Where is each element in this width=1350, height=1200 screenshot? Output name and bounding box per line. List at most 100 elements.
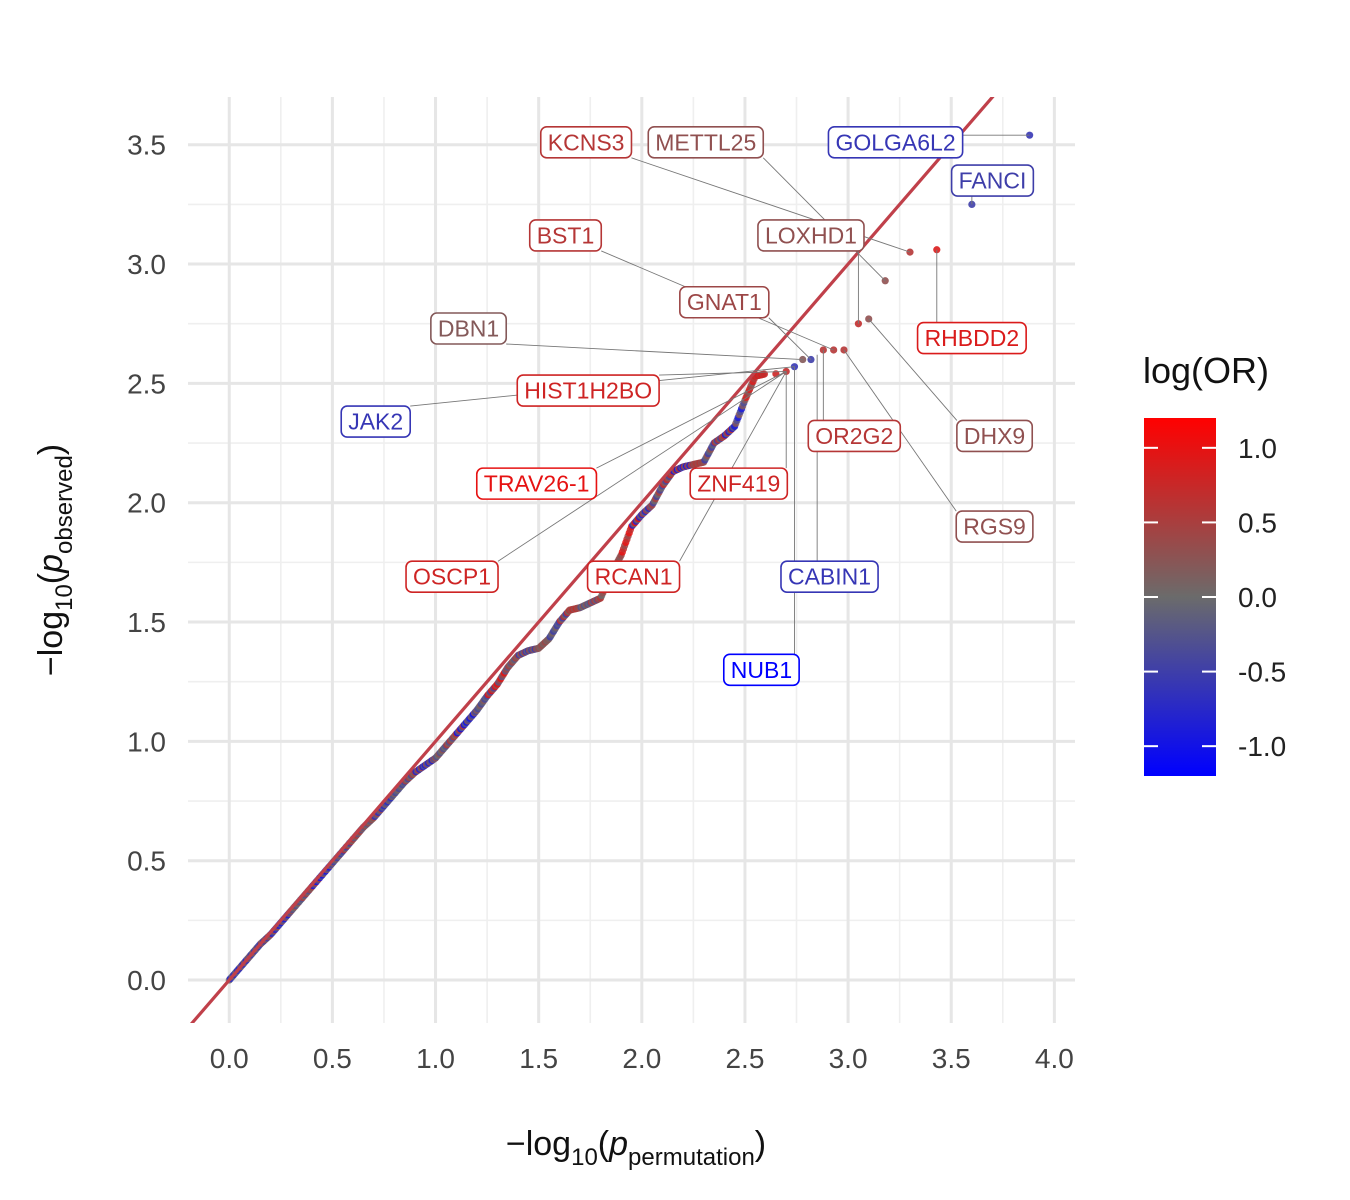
legend-tick-label: 1.0 — [1238, 433, 1277, 464]
reference-line — [190, 97, 995, 1023]
leader-line — [596, 371, 787, 469]
gene-label-box — [475, 467, 598, 500]
y-title-sub1: 10 — [51, 584, 78, 611]
highlighted-point — [906, 248, 914, 256]
gene-label: CABIN1 — [780, 560, 879, 594]
gene-label-box — [539, 126, 633, 159]
x-tick-label: 0.0 — [210, 1043, 249, 1074]
gene-label-text: RGS9 — [963, 514, 1026, 540]
gene-label-text: KCNS3 — [548, 129, 625, 155]
gene-label-text: RCAN1 — [595, 564, 673, 590]
gene-label-box — [340, 405, 412, 438]
gene-label-text: NUB1 — [731, 657, 792, 683]
leader-line — [659, 371, 787, 376]
gene-label-text: GOLGA6L2 — [835, 129, 955, 155]
gene-label: METTL25 — [647, 126, 765, 159]
gene-label-box — [827, 126, 964, 159]
gene-label-box — [950, 164, 1035, 197]
x-title-paren-close: ) — [755, 1125, 766, 1163]
gene-label: RGS9 — [955, 510, 1034, 543]
y-tick-label: 2.0 — [127, 488, 166, 519]
gene-label: LOXHD1 — [757, 219, 865, 252]
y-title-paren-open: ( — [32, 572, 70, 584]
highlighted-point — [799, 355, 807, 364]
gene-label-box — [679, 285, 770, 319]
x-tick-label: 2.0 — [622, 1043, 661, 1074]
y-tick-label: 1.5 — [127, 607, 166, 638]
legend-tick-label: -0.5 — [1238, 657, 1286, 688]
leader-line — [768, 317, 812, 360]
gene-label: BST1 — [528, 219, 603, 252]
gene-label-text: CABIN1 — [788, 564, 871, 590]
x-title-sub1: 10 — [571, 1144, 598, 1171]
gene-label-box — [955, 510, 1034, 543]
gene-label-text: OSCP1 — [413, 564, 491, 590]
y-tick-label: 0.5 — [127, 846, 166, 877]
gene-label-text: GNAT1 — [687, 289, 762, 315]
gene-label-text: METTL25 — [655, 129, 756, 155]
y-tick-label: 2.5 — [127, 368, 166, 399]
highlighted-point — [933, 246, 941, 254]
gene-label: KCNS3 — [539, 126, 633, 159]
gene-label-text: HIST1H2BO — [524, 378, 652, 404]
y-axis-ticks: 0.0 0.5 1.0 1.5 2.0 2.5 3.0 3.5 — [127, 130, 166, 996]
legend-tick-label: -1.0 — [1238, 731, 1286, 762]
y-tick-label: 0.0 — [127, 965, 166, 996]
gene-label: ZNF419 — [689, 467, 789, 500]
y-title-prefix: −log — [32, 611, 70, 676]
x-tick-label: 3.5 — [932, 1043, 971, 1074]
y-axis-title: −log10(pobserved) — [32, 444, 78, 676]
gene-label: OSCP1 — [405, 560, 499, 594]
gene-label-box — [956, 419, 1034, 453]
y-title-sub2: observed — [51, 455, 78, 554]
label-leader-lines — [410, 134, 1030, 655]
color-legend: log(OR) 1.0 0.5 0.0 -0.5 -1.0 — [1143, 350, 1286, 776]
leader-line — [497, 371, 787, 562]
x-title-paren-open: ( — [598, 1125, 610, 1163]
gene-label-text: FANCI — [959, 168, 1027, 194]
x-title-prefix: −log — [506, 1125, 571, 1163]
gene-label-box — [405, 560, 499, 594]
y-tick-label: 3.0 — [127, 249, 166, 280]
y-title-paren-close: ) — [32, 444, 70, 455]
legend-tick-label: 0.5 — [1238, 507, 1277, 538]
x-tick-label: 1.0 — [416, 1043, 455, 1074]
data-points — [225, 131, 1034, 984]
gene-label: OR2G2 — [807, 419, 902, 453]
gene-label: RCAN1 — [586, 560, 681, 594]
legend-ticks: 1.0 0.5 0.0 -0.5 -1.0 — [1144, 433, 1286, 762]
gene-label-box — [689, 467, 789, 500]
gene-label-text: OR2G2 — [815, 423, 893, 449]
gene-label: FANCI — [950, 164, 1035, 197]
major-gridlines — [188, 97, 1075, 1023]
gene-label-box — [516, 374, 660, 407]
y-tick-label: 3.5 — [127, 130, 166, 161]
gene-label-box — [807, 419, 902, 453]
reference-line-group — [190, 97, 995, 1023]
minor-gridlines — [188, 97, 1075, 1023]
gene-label: TRAV26-1 — [475, 467, 598, 500]
x-tick-label: 0.5 — [313, 1043, 352, 1074]
gene-label: NUB1 — [722, 653, 800, 687]
x-tick-label: 3.0 — [829, 1043, 868, 1074]
gene-label-box — [780, 560, 879, 594]
gene-label: DBN1 — [430, 312, 508, 345]
gene-label: HIST1H2BO — [516, 374, 660, 407]
gene-label: DHX9 — [956, 419, 1034, 453]
gene-label: JAK2 — [340, 405, 412, 438]
gene-label-box — [586, 560, 681, 594]
gene-label-text: TRAV26-1 — [484, 471, 590, 497]
legend-title: log(OR) — [1143, 350, 1269, 391]
gene-label: GOLGA6L2 — [827, 126, 964, 159]
x-tick-label: 1.5 — [519, 1043, 558, 1074]
leader-line — [679, 371, 787, 562]
x-axis-title: −log10(ppermutation) — [506, 1125, 766, 1171]
gene-label-text: LOXHD1 — [765, 222, 857, 248]
x-title-var: p — [608, 1125, 628, 1163]
highlighted-point — [830, 346, 838, 354]
gene-label-box — [916, 321, 1027, 355]
x-title-sub2: permutation — [628, 1144, 755, 1171]
gene-label-text: JAK2 — [348, 409, 403, 435]
leader-line — [506, 343, 803, 360]
